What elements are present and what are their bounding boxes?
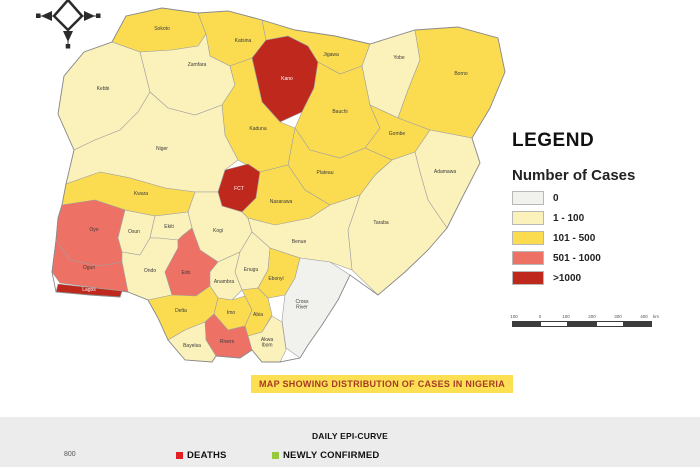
state-label-taraba: Taraba xyxy=(373,220,389,226)
map-svg: Sokoto Katsina Zamfara Kebbi Kano Jigawa Yobe B… xyxy=(36,0,506,363)
legend-subtitle: Number of Cases xyxy=(512,167,636,184)
state-label-abia: Abia xyxy=(253,312,263,318)
state-label-ondo: Ondo xyxy=(144,268,156,274)
state-label-bayelsa: Bayelsa xyxy=(183,343,201,349)
state-label-rivers: Rivers xyxy=(220,339,235,345)
state-label-osun: Osun xyxy=(128,229,140,235)
legend-swatch-icon xyxy=(512,211,544,225)
epi-curve-panel: DAILY EPI-CURVE 800 DEATHS NEWLY CONFIRM… xyxy=(0,417,700,467)
epi-legend-newly-confirmed: NEWLY CONFIRMED xyxy=(272,450,379,461)
scale-bar: 100 0 100 200 300 400 km xyxy=(510,314,672,327)
scale-tick-label: 300 xyxy=(614,314,622,319)
legend-item: 1 - 100 xyxy=(512,211,682,225)
state-label-borno: Borno xyxy=(454,71,468,77)
state-label-akwa-ibom: Akwa Ibom xyxy=(261,337,273,349)
legend-swatch-icon xyxy=(512,231,544,245)
state-label-oyo: Oyo xyxy=(89,227,98,233)
legend-items: 0 1 - 100 101 - 500 501 - 1000 >1000 xyxy=(512,191,682,285)
state-label-plateau: Plateau xyxy=(317,170,334,176)
legend-swatch-icon xyxy=(512,251,544,265)
state-label-kaduna: Kaduna xyxy=(249,126,266,132)
scale-bar-segment xyxy=(540,321,568,327)
scale-bar-segment xyxy=(624,321,652,327)
state-label-zamfara: Zamfara xyxy=(188,62,207,68)
state-label-sokoto: Sokoto xyxy=(154,26,170,32)
map-caption: MAP SHOWING DISTRIBUTION OF CASES IN NIG… xyxy=(251,375,513,393)
state-label-kogi: Kogi xyxy=(213,228,223,234)
newly-confirmed-swatch-icon xyxy=(272,452,279,459)
deaths-swatch-icon xyxy=(176,452,183,459)
state-label-benue: Benue xyxy=(292,239,307,245)
scale-tick-label: 100 xyxy=(510,314,518,319)
scale-tick-label: 400 xyxy=(640,314,648,319)
scale-bar-segment xyxy=(596,321,624,327)
scale-bar-segment xyxy=(512,321,540,327)
legend-item: 501 - 1000 xyxy=(512,251,682,265)
legend-swatch-icon xyxy=(512,271,544,285)
epi-legend-deaths: DEATHS xyxy=(176,450,227,461)
legend-title: LEGEND xyxy=(512,130,595,151)
legend-item-label: 1 - 100 xyxy=(553,212,585,224)
state-label-kano: Kano xyxy=(281,76,293,82)
legend-item: >1000 xyxy=(512,271,682,285)
scale-bar-labels: 100 0 100 200 300 400 km xyxy=(510,314,672,320)
nigeria-states-group: Sokoto Katsina Zamfara Kebbi Kano Jigawa Yobe B… xyxy=(51,7,506,363)
state-label-nasarawa: Nasarawa xyxy=(270,199,293,205)
compass-rose-icon xyxy=(36,0,101,49)
state-label-ekiti: Ekiti xyxy=(164,224,173,230)
state-label-imo: Imo xyxy=(227,310,236,316)
state-label-yobe: Yobe xyxy=(393,55,404,61)
epi-y-axis-tick: 800 xyxy=(64,451,76,458)
nigeria-outline xyxy=(51,7,506,363)
state-label-delta: Delta xyxy=(175,308,187,314)
map-legend: LEGEND Number of Cases 0 1 - 100 101 - 500… xyxy=(512,130,682,291)
scale-tick-label: 0 xyxy=(538,314,542,319)
state-label-gombe: Gombe xyxy=(389,131,406,137)
state-label-edo: Edo xyxy=(182,270,191,276)
newly-confirmed-label: NEWLY CONFIRMED xyxy=(283,450,380,461)
state-label-fct: FCT xyxy=(234,186,244,192)
state-label-ebonyi: Ebonyi xyxy=(268,276,283,282)
state-label-bauchi: Bauchi xyxy=(332,109,347,115)
state-label-adamawa: Adamawa xyxy=(434,169,456,175)
state-label-anambra: Anambra xyxy=(214,279,235,285)
state-label-cross-river: Cross River xyxy=(295,299,309,311)
legend-item: 101 - 500 xyxy=(512,231,682,245)
state-label-jigawa: Jigawa xyxy=(323,52,339,58)
state-label-kwara: Kwara xyxy=(134,191,148,197)
state-label-katsina: Katsina xyxy=(235,38,252,44)
legend-item-label: >1000 xyxy=(553,272,582,284)
map-container: Sokoto Katsina Zamfara Kebbi Kano Jigawa Yobe B… xyxy=(36,0,506,363)
state-label-kebbi: Kebbi xyxy=(97,86,110,92)
state-label-lagos: Lagos xyxy=(82,287,96,293)
epi-curve-title: DAILY EPI-CURVE xyxy=(311,431,389,441)
legend-item-label: 501 - 1000 xyxy=(553,252,601,264)
legend-swatch-icon xyxy=(512,191,544,205)
state-label-enugu: Enugu xyxy=(244,267,259,273)
state-label-niger: Niger xyxy=(156,146,168,152)
state-label-ogun: Ogun xyxy=(83,265,95,271)
scale-tick-label: 100 xyxy=(562,314,570,319)
legend-item: 0 xyxy=(512,191,682,205)
scale-bar-segments xyxy=(512,321,672,327)
scale-bar-segment xyxy=(568,321,596,327)
scale-tick-label: 200 xyxy=(588,314,596,319)
legend-item-label: 101 - 500 xyxy=(553,232,596,244)
scale-unit-label: km xyxy=(653,314,659,319)
deaths-label: DEATHS xyxy=(187,450,227,461)
legend-item-label: 0 xyxy=(553,192,559,204)
